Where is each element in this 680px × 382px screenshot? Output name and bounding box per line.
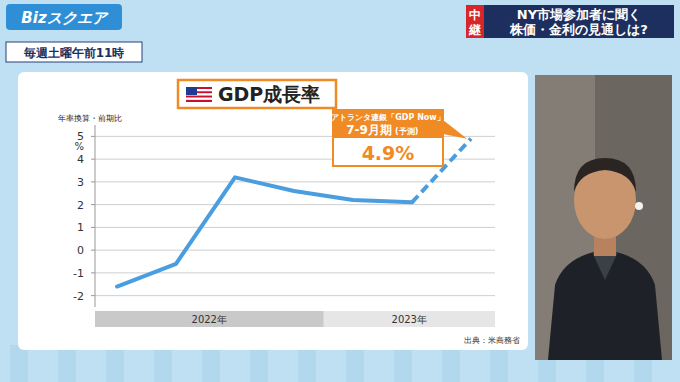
callout-pointer (443, 120, 467, 139)
tick-mark (91, 204, 95, 205)
y-tick-label: -2 (73, 290, 84, 303)
x-group-label: 2023年 (392, 314, 427, 325)
flag-canton (186, 87, 197, 95)
canvas: Bizスクエア毎週土曜午前11時 中継 NY市場参加者に聞く株価・金利の見通しは? G… (0, 0, 680, 382)
grid-line (95, 295, 495, 296)
x-group-label: 2022年 (192, 314, 227, 325)
y-unit: % (74, 141, 84, 152)
series-line (117, 177, 412, 286)
grid-line (95, 250, 495, 251)
video-bg (535, 75, 672, 360)
badge-char: 継 (468, 23, 481, 37)
y-tick-label: 2 (77, 199, 84, 212)
headline-box (484, 5, 674, 38)
headline: NY市場参加者に聞く (517, 7, 641, 22)
us-flag (186, 87, 212, 102)
subtitle: 年率換算・前期比 (58, 114, 122, 123)
logo: Bizスクエア (21, 9, 108, 27)
grid-line (95, 204, 495, 205)
background (0, 0, 680, 382)
y-tick-label: 3 (77, 176, 84, 189)
logo-box (6, 4, 122, 30)
presenter-earbud (635, 202, 643, 210)
flag-stripe (186, 96, 212, 98)
callout-note: (予測) (395, 127, 418, 136)
page: Bizスクエア毎週土曜午前11時 中継 NY市場参加者に聞く株価・金利の見通しは? G… (0, 0, 680, 382)
presenter-video (535, 75, 672, 360)
tick-mark (91, 295, 95, 296)
y-axis (95, 125, 96, 307)
grid-line (95, 181, 495, 182)
y-tick-label: 0 (77, 244, 84, 257)
chart-panel (18, 72, 528, 350)
schedule-box (6, 42, 142, 62)
callout-heading: アトランタ連銀「GDP Now」 (331, 113, 444, 122)
badge: 中継 (468, 8, 481, 37)
presenter-hair (574, 158, 636, 192)
grid-line (95, 227, 495, 228)
x-band (95, 311, 495, 327)
y-tick-label: -1 (73, 267, 84, 280)
badge-char: 中 (469, 8, 481, 22)
flag-stripe (186, 100, 212, 102)
y-tick-label: 1 (77, 221, 84, 234)
source: 出典：米商務省 (464, 336, 520, 345)
x-group-band (95, 311, 324, 327)
tick-mark (91, 272, 95, 273)
bg-pattern (442, 345, 460, 382)
callout-period: 7-9月期 (346, 123, 392, 137)
headline: 株価・金利の見通しは? (509, 22, 648, 37)
chart-title: GDP成長率 (218, 83, 320, 105)
tick-mark (91, 136, 95, 137)
presenter-collar (592, 252, 618, 280)
title-box (178, 80, 336, 108)
bg-pattern (10, 345, 28, 382)
tick-mark (91, 159, 95, 160)
presenter-body (548, 250, 662, 360)
flag-stripe (186, 98, 212, 100)
badge-box (466, 5, 484, 38)
tick-mark (91, 181, 95, 182)
y-tick-label: 4 (77, 153, 84, 166)
bg-pattern (298, 345, 316, 382)
data-label: 4.9% (362, 142, 415, 164)
tick-mark (91, 227, 95, 228)
tick-mark (91, 250, 95, 251)
schedule: 毎週土曜午前11時 (23, 46, 125, 60)
bg-pattern (154, 345, 172, 382)
